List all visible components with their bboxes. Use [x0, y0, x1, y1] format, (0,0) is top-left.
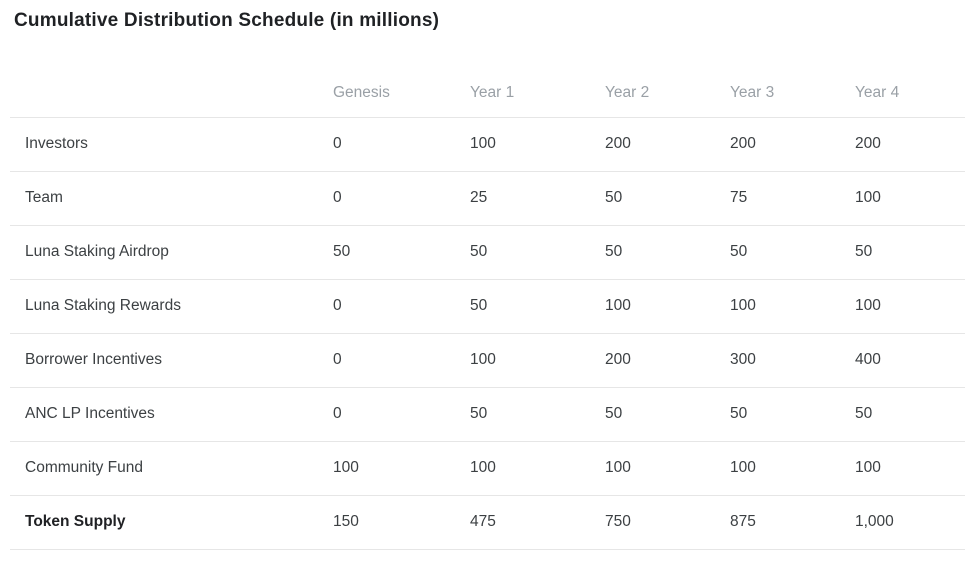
cell-value: 50: [605, 387, 730, 442]
cell-value: 100: [333, 441, 470, 496]
cell-value: 50: [470, 279, 605, 334]
row-label: Community Fund: [10, 441, 333, 496]
table-row-luna-staking-rewards: Luna Staking Rewards 0 50 100 100 100: [10, 279, 965, 334]
row-label: Team: [10, 171, 333, 226]
table-row-team: Team 0 25 50 75 100: [10, 171, 965, 226]
column-header-genesis: Genesis: [333, 71, 470, 118]
table-header-row: Genesis Year 1 Year 2 Year 3 Year 4: [10, 71, 965, 118]
cell-value: 75: [730, 171, 855, 226]
cell-value: 100: [730, 441, 855, 496]
cell-value: 100: [855, 279, 965, 334]
cell-value: 50: [470, 225, 605, 280]
table-row-anc-lp-incentives: ANC LP Incentives 0 50 50 50 50: [10, 387, 965, 442]
cell-value: 875: [730, 495, 855, 550]
cell-value: 50: [730, 387, 855, 442]
cell-value: 50: [333, 225, 470, 280]
cell-value: 50: [605, 225, 730, 280]
row-label: Borrower Incentives: [10, 333, 333, 388]
cell-value: 750: [605, 495, 730, 550]
cell-value: 0: [333, 171, 470, 226]
cell-value: 400: [855, 333, 965, 388]
cell-value: 25: [470, 171, 605, 226]
row-label: Luna Staking Rewards: [10, 279, 333, 334]
cell-value: 0: [333, 333, 470, 388]
cell-value: 50: [730, 225, 855, 280]
cell-value: 100: [855, 441, 965, 496]
column-header-year1: Year 1: [470, 71, 605, 118]
cell-value: 50: [855, 225, 965, 280]
row-label: Investors: [10, 117, 333, 172]
cell-value: 200: [855, 117, 965, 172]
cell-value: 200: [730, 117, 855, 172]
column-header-blank: [10, 71, 333, 118]
cell-value: 0: [333, 387, 470, 442]
cell-value: 100: [470, 441, 605, 496]
row-label: Luna Staking Airdrop: [10, 225, 333, 280]
row-label: ANC LP Incentives: [10, 387, 333, 442]
cell-value: 1,000: [855, 495, 965, 550]
cell-value: 200: [605, 117, 730, 172]
cell-value: 100: [605, 279, 730, 334]
table-row-community-fund: Community Fund 100 100 100 100 100: [10, 441, 965, 496]
column-header-year2: Year 2: [605, 71, 730, 118]
cell-value: 100: [605, 441, 730, 496]
distribution-table: Genesis Year 1 Year 2 Year 3 Year 4 Inve…: [10, 71, 965, 550]
cell-value: 0: [333, 279, 470, 334]
cell-value: 100: [470, 333, 605, 388]
cell-value: 475: [470, 495, 605, 550]
cell-value: 0: [333, 117, 470, 172]
cell-value: 200: [605, 333, 730, 388]
cell-value: 50: [605, 171, 730, 226]
row-label: Token Supply: [10, 495, 333, 550]
cell-value: 100: [730, 279, 855, 334]
cell-value: 100: [855, 171, 965, 226]
cell-value: 50: [855, 387, 965, 442]
cell-value: 50: [470, 387, 605, 442]
column-header-year4: Year 4: [855, 71, 965, 118]
page-title: Cumulative Distribution Schedule (in mil…: [14, 10, 440, 31]
cell-value: 150: [333, 495, 470, 550]
table-row-borrower-incentives: Borrower Incentives 0 100 200 300 400: [10, 333, 965, 388]
cell-value: 100: [470, 117, 605, 172]
table-row-token-supply-total: Token Supply 150 475 750 875 1,000: [10, 495, 965, 550]
table-row-luna-staking-airdrop: Luna Staking Airdrop 50 50 50 50 50: [10, 225, 965, 280]
table-row-investors: Investors 0 100 200 200 200: [10, 117, 965, 172]
cell-value: 300: [730, 333, 855, 388]
column-header-year3: Year 3: [730, 71, 855, 118]
